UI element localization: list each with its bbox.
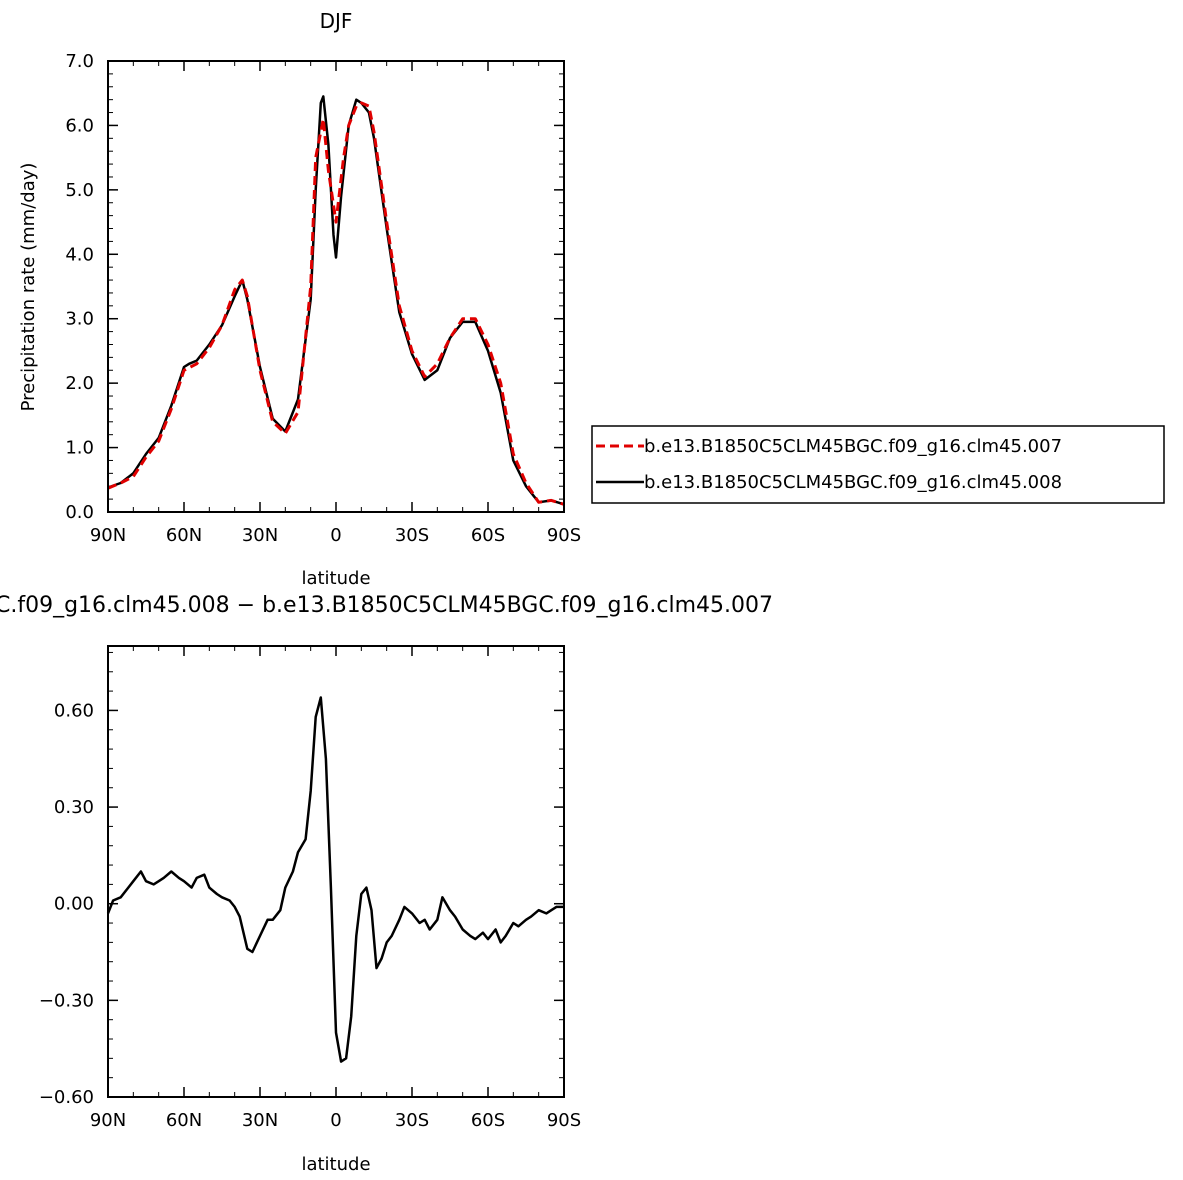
bottom-plot-frame <box>107 645 565 1098</box>
top-y-tick-label: 0.0 <box>65 502 94 523</box>
bottom-x-tick-label: 30S <box>395 1110 429 1131</box>
bottom-y-tick-label: −0.30 <box>39 990 94 1011</box>
top-plot-frame <box>107 60 565 513</box>
bottom-y-tick-label: 0.00 <box>54 894 94 915</box>
bottom-x-tick-label: 30N <box>242 1110 278 1131</box>
bottom-x-tick-label: 60S <box>471 1110 505 1131</box>
legend-box <box>591 425 1165 504</box>
top-x-tick-label: 60N <box>166 525 202 546</box>
difference-panel: C.f09_g16.clm45.008 − b.e13.B1850C5CLM45… <box>0 593 773 1175</box>
legend-label-008: b.e13.B1850C5CLM45BGC.f09_g16.clm45.008 <box>644 472 1062 493</box>
legend: b.e13.B1850C5CLM45BGC.f09_g16.clm45.007 … <box>591 425 1165 504</box>
top-x-tick-label: 30N <box>242 525 278 546</box>
top-y-tick-label: 6.0 <box>65 115 94 136</box>
top-y-tick-label: 5.0 <box>65 180 94 201</box>
bottom-y-tick-label: 0.60 <box>54 700 94 721</box>
bottom-x-axis-label: latitude <box>301 1154 370 1175</box>
bottom-x-tick-label: 90S <box>547 1110 581 1131</box>
bottom-x-tick-label: 0 <box>330 1110 341 1131</box>
bottom-x-tick-label: 90N <box>90 1110 126 1131</box>
top-series-line-1 <box>107 95 565 506</box>
legend-label-007: b.e13.B1850C5CLM45BGC.f09_g16.clm45.007 <box>644 436 1062 457</box>
precipitation-panel: DJF Precipitation rate (mm/day) latitude… <box>18 9 581 589</box>
top-x-tick-label: 90S <box>547 525 581 546</box>
bottom-y-tick-label: 0.30 <box>54 797 94 818</box>
bottom-x-tick-label: 60N <box>166 1110 202 1131</box>
top-x-tick-label: 30S <box>395 525 429 546</box>
top-y-axis-label: Precipitation rate (mm/day) <box>18 163 39 412</box>
top-y-tick-label: 2.0 <box>65 373 94 394</box>
bottom-series-line-0 <box>106 696 564 1063</box>
top-x-tick-label: 60S <box>471 525 505 546</box>
bottom-plot-area: 90N 60N 30N 0 30S 60S 90S −0.60 −0.30 0.00 0.30 0.6… <box>39 646 581 1131</box>
top-x-tick-label: 0 <box>330 525 341 546</box>
top-series-line-0 <box>107 101 565 506</box>
top-x-axis-label: latitude <box>301 568 370 589</box>
top-chart-title: DJF <box>320 9 353 33</box>
top-x-tick-label: 90N <box>90 525 126 546</box>
top-y-tick-label: 3.0 <box>65 309 94 330</box>
top-y-tick-label: 7.0 <box>65 51 94 72</box>
bottom-y-tick-label: −0.60 <box>39 1087 94 1108</box>
top-y-tick-label: 4.0 <box>65 244 94 265</box>
top-y-tick-label: 1.0 <box>65 438 94 459</box>
top-plot-area: 90N 60N 30N 0 30S 60S 90S 0.0 1.0 2.0 3.0 4.0 5.0 6.0… <box>65 51 581 546</box>
bottom-chart-title: C.f09_g16.clm45.008 − b.e13.B1850C5CLM45… <box>0 593 773 618</box>
